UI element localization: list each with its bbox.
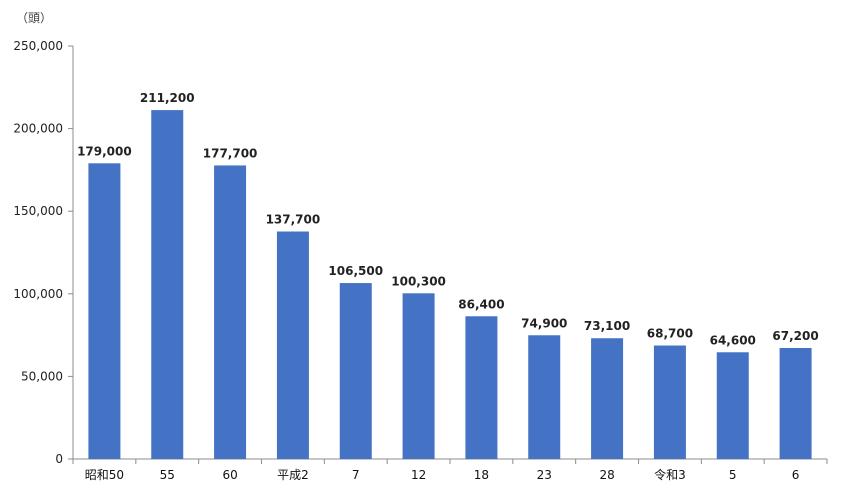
bar bbox=[653, 345, 686, 459]
data-label: 100,300 bbox=[391, 274, 446, 288]
bar bbox=[465, 316, 498, 459]
bar bbox=[528, 335, 561, 459]
data-label: 74,900 bbox=[521, 316, 567, 330]
data-label: 64,600 bbox=[710, 333, 756, 347]
x-category-label: 28 bbox=[599, 468, 614, 482]
y-tick-label: 50,000 bbox=[21, 369, 63, 383]
x-category-label: 12 bbox=[411, 468, 426, 482]
data-label: 137,700 bbox=[266, 213, 321, 227]
y-tick-label: 150,000 bbox=[13, 204, 63, 218]
x-category-label: 令和3 bbox=[654, 467, 686, 482]
bar bbox=[276, 231, 309, 459]
bar bbox=[339, 283, 372, 459]
data-label: 73,100 bbox=[584, 319, 630, 333]
y-tick-label: 0 bbox=[55, 452, 63, 466]
x-category-label: 7 bbox=[352, 468, 360, 482]
data-labels: 179,000 211,200 177,700 137,700 106,500 100,3… bbox=[77, 91, 819, 347]
x-category-label: 6 bbox=[792, 468, 800, 482]
bar bbox=[88, 163, 121, 460]
x-category-label: 23 bbox=[537, 468, 552, 482]
bar bbox=[779, 347, 812, 459]
x-axis: 昭和50 55 60 平成2 7 12 18 23 28 令和3 5 6 bbox=[72, 459, 828, 482]
bar bbox=[402, 293, 435, 459]
x-category-label: 18 bbox=[474, 468, 489, 482]
data-label: 68,700 bbox=[647, 327, 693, 341]
data-label: 211,200 bbox=[140, 91, 195, 105]
x-category-label: 昭和50 bbox=[85, 468, 124, 482]
y-tick-label: 200,000 bbox=[13, 122, 63, 136]
bar bbox=[214, 165, 247, 459]
data-label: 177,700 bbox=[203, 146, 258, 160]
bar bbox=[716, 352, 749, 459]
x-category-label: 平成2 bbox=[277, 468, 309, 482]
y-axis-unit-label: （頭） bbox=[16, 11, 53, 25]
data-label: 106,500 bbox=[328, 264, 383, 278]
y-tick-label: 250,000 bbox=[13, 39, 63, 53]
bar bbox=[151, 110, 184, 460]
data-label: 67,200 bbox=[772, 329, 818, 343]
data-label: 179,000 bbox=[77, 144, 132, 158]
x-category-label: 55 bbox=[160, 468, 175, 482]
x-category-label: 5 bbox=[729, 468, 737, 482]
bar bbox=[591, 338, 624, 459]
data-label: 86,400 bbox=[458, 297, 504, 311]
y-tick-label: 100,000 bbox=[13, 287, 63, 301]
bar-series bbox=[88, 110, 812, 460]
x-category-label: 60 bbox=[222, 468, 237, 482]
